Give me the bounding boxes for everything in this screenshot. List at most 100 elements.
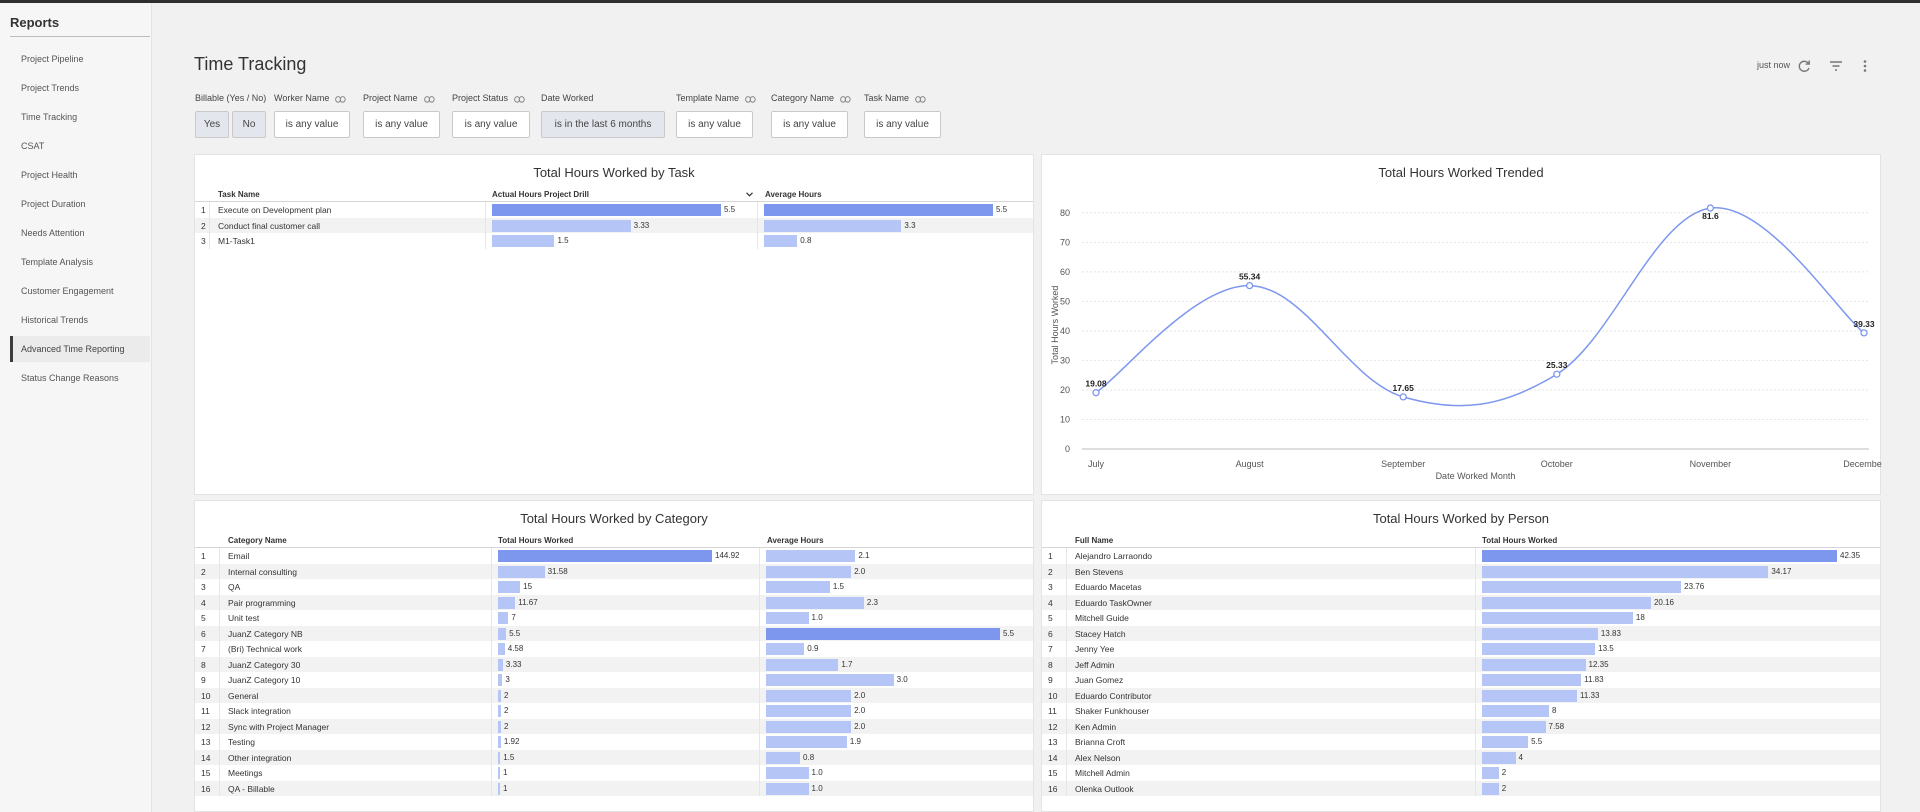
column-divider [491, 625, 492, 641]
data-point[interactable] [1399, 393, 1407, 401]
sidebar-item-template-analysis[interactable]: Template Analysis [21, 257, 94, 267]
row-number: 14 [1048, 752, 1058, 763]
link-icon[interactable] [514, 96, 525, 103]
column-header-total-hours[interactable]: Total Hours Worked [1482, 536, 1558, 545]
table-row[interactable]: 2 Conduct final customer call 3.33 3.3 [195, 217, 1033, 233]
table-row[interactable]: 2 Internal consulting 31.58 2.0 [195, 563, 1033, 579]
average-hours-bar [764, 204, 993, 216]
table-row[interactable]: 5 Mitchell Guide 18 [1042, 610, 1880, 626]
template-filter-input[interactable]: is any value [676, 111, 753, 138]
column-divider [1066, 625, 1067, 641]
status-filter-input[interactable]: is any value [452, 111, 530, 138]
data-point[interactable] [1860, 329, 1868, 337]
column-divider [759, 610, 760, 626]
column-header-average-hours[interactable]: Average Hours [765, 190, 822, 199]
total-hours-bar [498, 550, 712, 562]
data-point[interactable] [1245, 281, 1254, 290]
series-line [1095, 207, 1865, 407]
data-point[interactable] [1553, 370, 1561, 378]
task-filter-input[interactable]: is any value [864, 111, 941, 138]
category-filter-input[interactable]: is any value [771, 111, 848, 138]
project-filter-input[interactable]: is any value [363, 111, 440, 138]
sidebar-item-status-change-reasons[interactable]: Status Change Reasons [21, 373, 119, 383]
table-row[interactable]: 14 Other integration 1.5 0.8 [195, 749, 1033, 765]
column-header-average-hours[interactable]: Average Hours [767, 536, 824, 545]
column-header-full-name[interactable]: Full Name [1075, 536, 1114, 545]
table-row[interactable]: 4 Eduardo TaskOwner 20.16 [1042, 594, 1880, 610]
table-row[interactable]: 10 Eduardo Contributor 11.33 [1042, 687, 1880, 703]
link-icon[interactable] [745, 96, 756, 103]
table-row[interactable]: 4 Pair programming 11.67 2.3 [195, 594, 1033, 610]
link-icon[interactable] [915, 96, 926, 103]
row-name: Eduardo TaskOwner [1075, 597, 1152, 608]
total-hours-bar-value: 2 [503, 721, 509, 731]
table-row[interactable]: 15 Mitchell Admin 2 [1042, 765, 1880, 781]
column-header-task-name[interactable]: Task Name [218, 190, 260, 199]
sidebar-item-csat[interactable]: CSAT [21, 141, 45, 151]
table-row[interactable]: 6 Stacey Hatch 13.83 [1042, 625, 1880, 641]
sidebar-item-historical-trends[interactable]: Historical Trends [21, 315, 89, 325]
table-row[interactable]: 11 Slack integration 2 2.0 [195, 703, 1033, 719]
sidebar-item-advanced-time-reporting[interactable]: Advanced Time Reporting [10, 336, 150, 362]
table-row[interactable]: 16 Olenka Outlook 2 [1042, 780, 1880, 796]
x-tick-label: December [1843, 459, 1882, 469]
data-point[interactable] [1706, 204, 1715, 212]
chevron-down-icon[interactable] [746, 192, 753, 197]
table-row[interactable]: 2 Ben Stevens 34.17 [1042, 563, 1880, 579]
sidebar-item-needs-attention[interactable]: Needs Attention [21, 228, 85, 238]
table-row[interactable]: 7 (Bri) Technical work 4.58 0.9 [195, 641, 1033, 657]
billable-yes-button[interactable]: Yes [195, 111, 229, 138]
table-row[interactable]: 3 M1-Task1 1.5 0.8 [195, 233, 1033, 249]
table-row[interactable]: 12 Ken Admin 7.58 [1042, 718, 1880, 734]
table-row[interactable]: 1 Email 144.92 2.1 [195, 548, 1033, 564]
table-row[interactable]: 1 Alejandro Larraondo 42.35 [1042, 548, 1880, 564]
sidebar-item-time-tracking[interactable]: Time Tracking [21, 112, 78, 122]
table-row[interactable]: 9 JuanZ Category 10 3 3.0 [195, 672, 1033, 688]
column-header-actual-hours[interactable]: Actual Hours Project Drill [492, 190, 589, 199]
table-row[interactable]: 16 QA - Billable 1 1.0 [195, 780, 1033, 796]
table-row[interactable]: 13 Testing 1.92 1.9 [195, 734, 1033, 750]
filter-icon[interactable] [1828, 58, 1844, 74]
column-header-total-hours[interactable]: Total Hours Worked [498, 536, 574, 545]
table-row[interactable]: 7 Jenny Yee 13.5 [1042, 641, 1880, 657]
table-row[interactable]: 13 Brianna Croft 5.5 [1042, 734, 1880, 750]
row-number: 2 [1048, 566, 1053, 577]
column-divider [219, 718, 220, 734]
table-row[interactable]: 9 Juan Gomez 11.83 [1042, 672, 1880, 688]
sidebar-item-project-duration[interactable]: Project Duration [21, 199, 86, 209]
table-row[interactable]: 11 Shaker Funkhouser 8 [1042, 703, 1880, 719]
table-row[interactable]: 6 JuanZ Category NB 5.5 5.5 [195, 625, 1033, 641]
sidebar-item-customer-engagement[interactable]: Customer Engagement [21, 286, 114, 296]
row-name: Brianna Croft [1075, 737, 1126, 747]
table-row[interactable]: 1 Execute on Development plan 5.5 5.5 [195, 202, 1033, 218]
refresh-icon[interactable] [1796, 58, 1812, 74]
table-row[interactable]: 15 Meetings 1 1.0 [195, 765, 1033, 781]
table-row[interactable]: 12 Sync with Project Manager 2 2.0 [195, 718, 1033, 734]
table-row[interactable]: 3 Eduardo Macetas 23.76 [1042, 579, 1880, 595]
date-filter-input[interactable]: is in the last 6 months [541, 111, 665, 138]
link-icon[interactable] [840, 96, 851, 103]
more-vertical-icon[interactable] [1857, 58, 1873, 74]
sidebar-item-project-health[interactable]: Project Health [21, 170, 78, 180]
table-row[interactable]: 8 Jeff Admin 12.35 [1042, 656, 1880, 672]
table-row[interactable]: 14 Alex Nelson 4 [1042, 749, 1880, 765]
total-hours-bar [498, 689, 501, 702]
table-row[interactable]: 3 QA 15 1.5 [195, 579, 1033, 595]
sidebar-item-project-pipeline[interactable]: Project Pipeline [21, 54, 84, 64]
data-point[interactable] [1092, 389, 1100, 397]
sidebar-item-project-trends[interactable]: Project Trends [21, 83, 80, 93]
billable-no-button[interactable]: No [232, 111, 266, 138]
top-bar [0, 0, 1920, 3]
link-icon[interactable] [335, 96, 347, 103]
total-hours-bar-value: 2 [503, 690, 509, 700]
column-divider [1475, 780, 1476, 796]
link-icon[interactable] [423, 96, 435, 103]
table-row[interactable]: 5 Unit test 7 1.0 [195, 610, 1033, 626]
total-hours-bar-value: 2 [1501, 768, 1507, 777]
column-header-category-name[interactable]: Category Name [228, 536, 287, 545]
table-row[interactable]: 10 General 2 2.0 [195, 687, 1033, 703]
table-row[interactable]: 8 JuanZ Category 30 3.33 1.7 [195, 656, 1033, 672]
total-hours-bar-value: 7.58 [1548, 721, 1565, 731]
row-name: JuanZ Category 30 [228, 659, 301, 670]
worker-filter-input[interactable]: is any value [274, 111, 350, 138]
